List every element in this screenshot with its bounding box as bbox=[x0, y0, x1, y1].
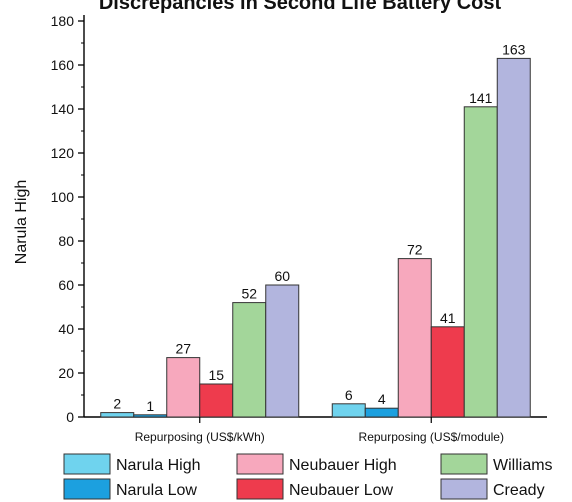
data-label: 60 bbox=[274, 268, 290, 284]
data-label: 15 bbox=[208, 367, 224, 383]
bar bbox=[496, 57, 531, 418]
data-label: 141 bbox=[469, 90, 493, 106]
y-tick-label: 40 bbox=[58, 321, 74, 337]
legend-swatch bbox=[63, 453, 111, 475]
legend-label: Cready bbox=[493, 482, 545, 499]
y-tick-label: 100 bbox=[51, 189, 75, 205]
legend-label: Neubauer High bbox=[289, 457, 397, 474]
legend-swatch bbox=[236, 453, 284, 475]
y-tick-label: 180 bbox=[51, 13, 75, 29]
data-label: 27 bbox=[175, 341, 191, 357]
x-tick-label: Repurposing (US$/kWh) bbox=[135, 430, 265, 444]
chart-title: Discrepancies in Second Life Battery Cos… bbox=[99, 0, 502, 14]
data-label: 41 bbox=[440, 310, 456, 326]
legend-label: Williams bbox=[493, 457, 553, 474]
x-tick-label: Repurposing (US$/module) bbox=[359, 430, 504, 444]
data-label: 72 bbox=[407, 242, 423, 258]
bar bbox=[166, 357, 201, 418]
bar bbox=[430, 326, 465, 418]
data-label: 1 bbox=[146, 398, 154, 414]
legend-label: Narula High bbox=[116, 457, 200, 474]
y-tick-label: 160 bbox=[51, 57, 75, 73]
data-label: 2 bbox=[113, 396, 121, 412]
plot-area: 0 20 40 60 80 100 120 140 160 180 2 1 27 15 52 60 Repurp… bbox=[51, 13, 547, 444]
bar bbox=[265, 284, 300, 418]
y-tick-label: 20 bbox=[58, 365, 74, 381]
y-axis-label: Narula High bbox=[13, 180, 30, 264]
data-label: 6 bbox=[345, 387, 353, 403]
data-label: 163 bbox=[502, 41, 526, 57]
bar bbox=[232, 302, 267, 418]
bar bbox=[463, 106, 498, 418]
y-tick-label: 120 bbox=[51, 145, 75, 161]
legend-swatch bbox=[440, 478, 488, 500]
bar bbox=[331, 403, 366, 418]
bar bbox=[100, 412, 135, 418]
data-label: 52 bbox=[241, 286, 257, 302]
bar bbox=[397, 258, 432, 418]
data-label: 4 bbox=[378, 391, 386, 407]
bar bbox=[199, 383, 234, 418]
y-tick-label: 0 bbox=[66, 409, 74, 425]
legend-swatch bbox=[236, 478, 284, 500]
y-tick-label: 140 bbox=[51, 101, 75, 117]
bar bbox=[364, 407, 399, 418]
legend: Narula High Narula Low Neubauer High Neubau… bbox=[63, 453, 553, 500]
y-tick-label: 80 bbox=[58, 233, 74, 249]
legend-label: Neubauer Low bbox=[289, 482, 394, 499]
legend-label: Narula Low bbox=[116, 482, 197, 499]
legend-swatch bbox=[440, 453, 488, 475]
bar bbox=[133, 414, 168, 418]
y-tick-label: 60 bbox=[58, 277, 74, 293]
legend-swatch bbox=[63, 478, 111, 500]
